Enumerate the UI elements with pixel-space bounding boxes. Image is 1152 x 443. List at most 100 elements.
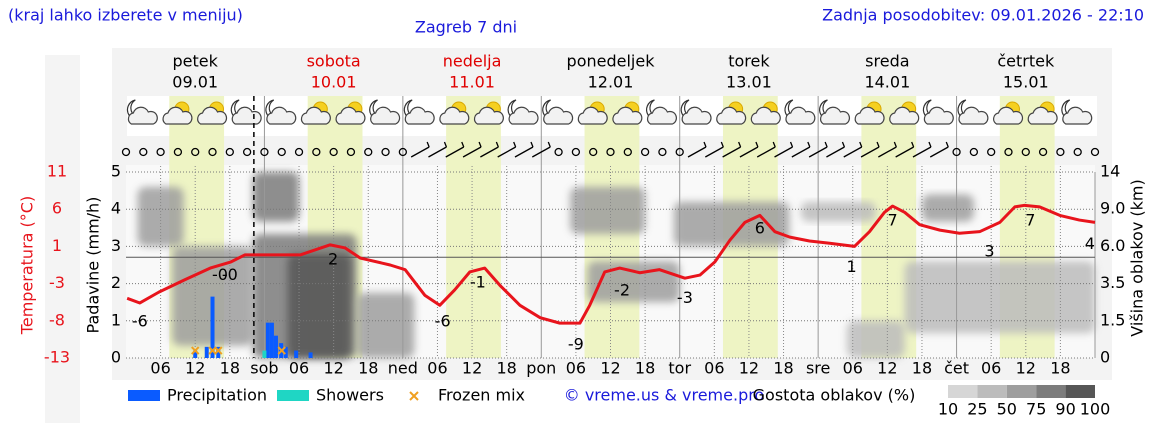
cloud	[508, 106, 539, 125]
weather-icon	[1027, 101, 1058, 125]
wind-calm	[329, 147, 338, 157]
weather-icon	[889, 101, 920, 125]
x-tick-label: 06	[289, 359, 309, 378]
wind-calm	[364, 147, 373, 157]
day-name: ponedeljek	[567, 52, 656, 71]
x-tick-label: 18	[1050, 359, 1070, 378]
weather-icon	[993, 101, 1024, 125]
cloud	[300, 106, 331, 125]
y-tick-label: 0	[111, 348, 121, 367]
density-level: 25	[967, 400, 987, 419]
density-level: 50	[997, 400, 1017, 419]
day-date: 10.01	[311, 73, 357, 92]
y2-axis-label: Višina oblakov (km)	[1128, 179, 1147, 336]
density-swatch	[1065, 385, 1095, 398]
wind-barb	[687, 146, 707, 158]
cloud	[993, 106, 1024, 125]
wind-calm	[589, 147, 598, 157]
wind-barb	[808, 146, 828, 158]
wind-calm	[121, 147, 131, 157]
temperature-label: 4	[1085, 234, 1095, 253]
wind-barb	[513, 141, 517, 148]
wind-calm	[1056, 147, 1065, 157]
temperature-label: -3	[677, 288, 693, 307]
temperature-tick-label: 1	[52, 236, 62, 255]
wind-barb	[756, 146, 776, 158]
cloud-patch	[846, 320, 905, 358]
legend-label: Precipitation	[167, 386, 267, 405]
wind-barb	[547, 141, 551, 148]
cloud	[335, 106, 366, 125]
wind-calm	[156, 147, 165, 157]
temperature-tick-label: -3	[49, 273, 65, 292]
wind-barb	[755, 141, 759, 148]
wind-calm	[294, 147, 304, 157]
wind-barb	[478, 141, 482, 148]
x-tick-label: 18	[220, 359, 240, 378]
x-tick-label: 06	[150, 359, 170, 378]
left-panel	[45, 55, 80, 423]
wind-barb	[703, 141, 707, 148]
weather-icon	[854, 101, 885, 125]
wind-calm	[606, 147, 615, 157]
y-axis-label: Padavine (mm/h)	[84, 197, 103, 334]
cloud-patch	[252, 172, 300, 222]
data-layer: -6 -0-0 2 -6 -1 -9 -2 -3 6 1 7 3 7 4	[126, 96, 1096, 358]
x-tick-label: 12	[600, 359, 620, 378]
day-name: četrtek	[997, 52, 1055, 71]
temperature-label: -6	[435, 311, 451, 330]
weather-icon	[680, 99, 712, 125]
wind-barb	[480, 146, 499, 158]
wind-barb	[912, 146, 932, 158]
cloud	[1062, 106, 1093, 125]
subtitle: (kraj lahko izberete v meniju)	[8, 6, 243, 25]
density-swatch	[1006, 385, 1037, 398]
temperature-label: 7	[1025, 211, 1035, 230]
x-tick-label: 18	[496, 359, 516, 378]
weather-icon	[507, 99, 539, 125]
cloud	[473, 106, 504, 125]
y-tick-label: 1	[111, 310, 121, 329]
wind-barb	[445, 146, 465, 158]
weather-icon	[612, 101, 643, 125]
wind-barb	[929, 146, 949, 158]
x-tick-label: 18	[358, 359, 378, 378]
wind-barb	[461, 141, 465, 148]
daylight-band	[446, 96, 501, 358]
density-legend-title: Gostota oblakov (%)	[753, 386, 916, 405]
temperature-label: 1	[847, 257, 857, 276]
cloud-patch	[570, 186, 646, 234]
wind-barb	[443, 141, 448, 148]
wind-barb	[876, 141, 880, 148]
day-date: 11.01	[449, 73, 495, 92]
x-tick-label: ned	[388, 359, 418, 378]
temperature-line	[126, 203, 1096, 325]
wind-calm	[277, 147, 286, 157]
density-level: 90	[1055, 400, 1075, 419]
weather-icon	[126, 99, 158, 125]
wind-calm	[346, 147, 356, 157]
x-tick-label: tor	[668, 359, 691, 378]
x-tick-label: 12	[185, 359, 205, 378]
cloud	[958, 106, 989, 125]
wind-calm	[952, 147, 961, 157]
weather-icon	[577, 101, 608, 125]
weather-icon	[473, 101, 504, 125]
cloud-patch	[904, 261, 1095, 334]
wind-barb	[807, 141, 811, 148]
temperature-label: -1	[470, 273, 486, 292]
y2-tick-label: 0	[1100, 348, 1110, 367]
day-name: nedelja	[443, 52, 502, 71]
wind-barb	[514, 146, 534, 158]
precip-bar	[308, 352, 313, 358]
y2-tick-label: 3.5	[1100, 273, 1125, 292]
cloud-patch	[287, 253, 351, 358]
wind-calm	[623, 147, 632, 157]
wind-barb	[911, 141, 915, 148]
y2-tick-label: 6.0	[1100, 236, 1125, 255]
cloud	[889, 106, 920, 125]
temperature-tick-label: 11	[47, 162, 67, 181]
y-tick-label: 5	[111, 162, 121, 181]
y2-tick-label: 9.0	[1100, 199, 1125, 218]
wind-calm	[640, 147, 650, 157]
